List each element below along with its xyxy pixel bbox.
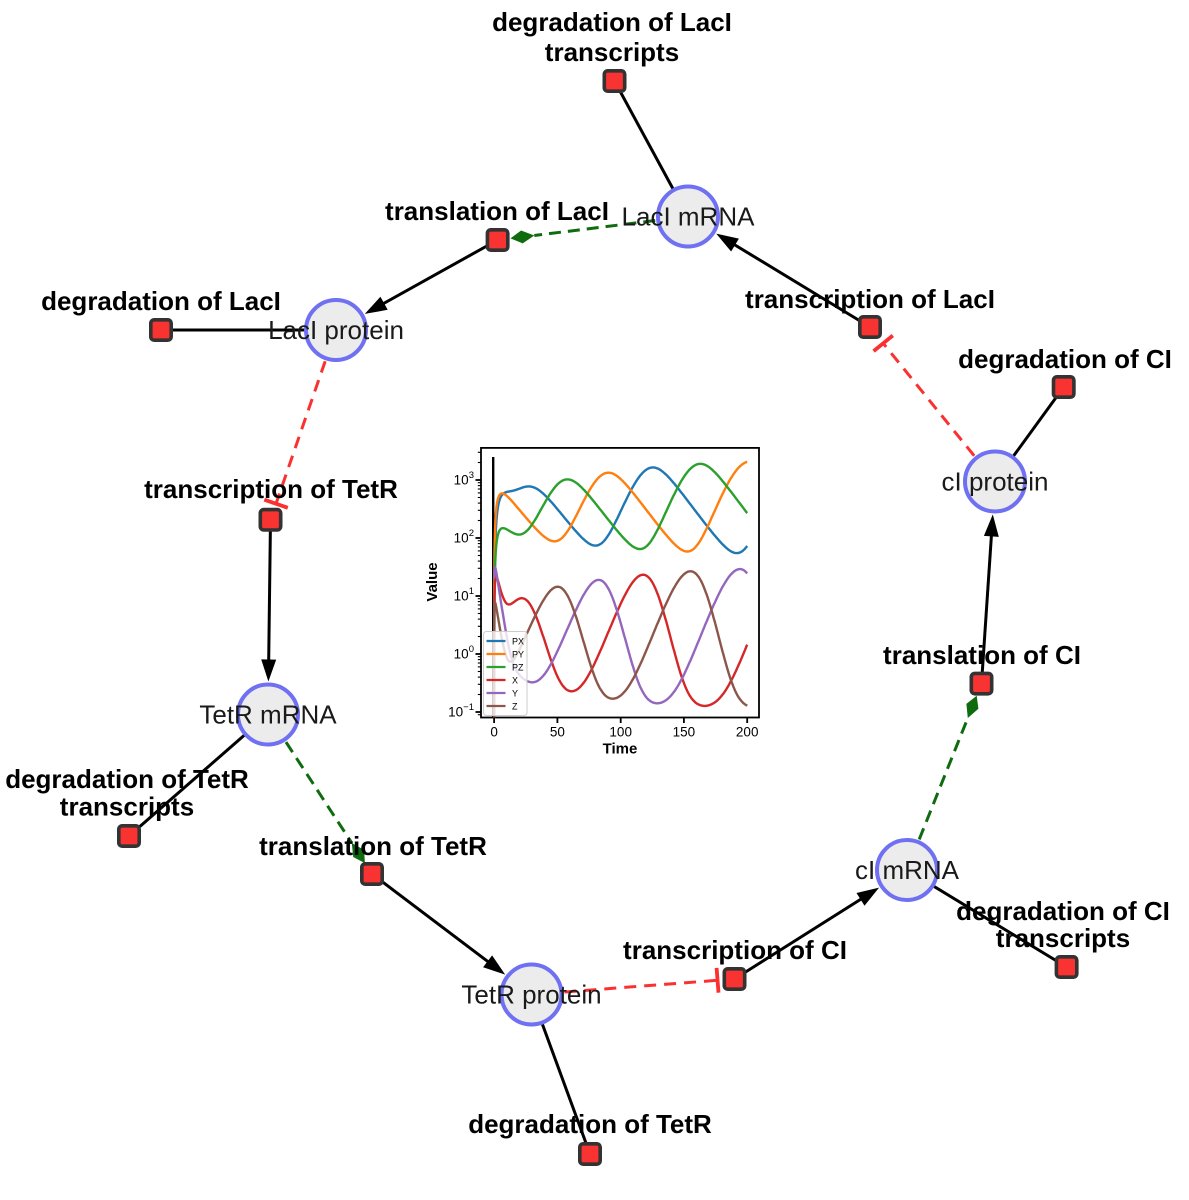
svg-text:degradation of CI: degradation of CI xyxy=(956,896,1170,926)
svg-text:degradation of CI: degradation of CI xyxy=(958,344,1172,374)
svg-text:translation of TetR: translation of TetR xyxy=(259,831,487,861)
svg-text:Z: Z xyxy=(512,701,518,711)
svg-text:Value: Value xyxy=(424,562,441,601)
svg-text:0: 0 xyxy=(490,725,498,740)
svg-text:translation of LacI: translation of LacI xyxy=(385,196,609,226)
svg-text:50: 50 xyxy=(550,725,565,740)
svg-text:transcripts: transcripts xyxy=(996,923,1130,953)
svg-text:transcription of TetR: transcription of TetR xyxy=(144,474,398,504)
svg-text:LacI mRNA: LacI mRNA xyxy=(622,202,756,232)
svg-text:PZ: PZ xyxy=(512,662,524,672)
svg-text:PY: PY xyxy=(512,649,524,659)
svg-text:degradation of LacI: degradation of LacI xyxy=(492,7,732,37)
svg-text:translation of CI: translation of CI xyxy=(883,640,1081,670)
svg-text:TetR mRNA: TetR mRNA xyxy=(199,700,337,730)
svg-text:transcripts: transcripts xyxy=(545,37,679,67)
svg-text:degradation of TetR: degradation of TetR xyxy=(5,764,249,794)
svg-text:degradation of LacI: degradation of LacI xyxy=(41,286,281,316)
svg-text:LacI protein: LacI protein xyxy=(268,315,404,345)
svg-text:cI protein: cI protein xyxy=(942,467,1049,497)
svg-text:transcription of CI: transcription of CI xyxy=(623,935,847,965)
svg-text:PX: PX xyxy=(512,636,524,646)
svg-text:150: 150 xyxy=(673,725,696,740)
svg-text:TetR protein: TetR protein xyxy=(461,980,601,1010)
svg-text:Time: Time xyxy=(603,741,638,758)
svg-text:transcripts: transcripts xyxy=(60,792,194,822)
svg-text:cI mRNA: cI mRNA xyxy=(855,855,960,885)
svg-text:transcription of LacI: transcription of LacI xyxy=(745,284,995,314)
svg-text:200: 200 xyxy=(736,725,759,740)
svg-text:X: X xyxy=(512,675,518,685)
svg-text:100: 100 xyxy=(609,725,632,740)
svg-text:degradation of TetR: degradation of TetR xyxy=(468,1109,712,1139)
svg-text:Y: Y xyxy=(512,688,518,698)
